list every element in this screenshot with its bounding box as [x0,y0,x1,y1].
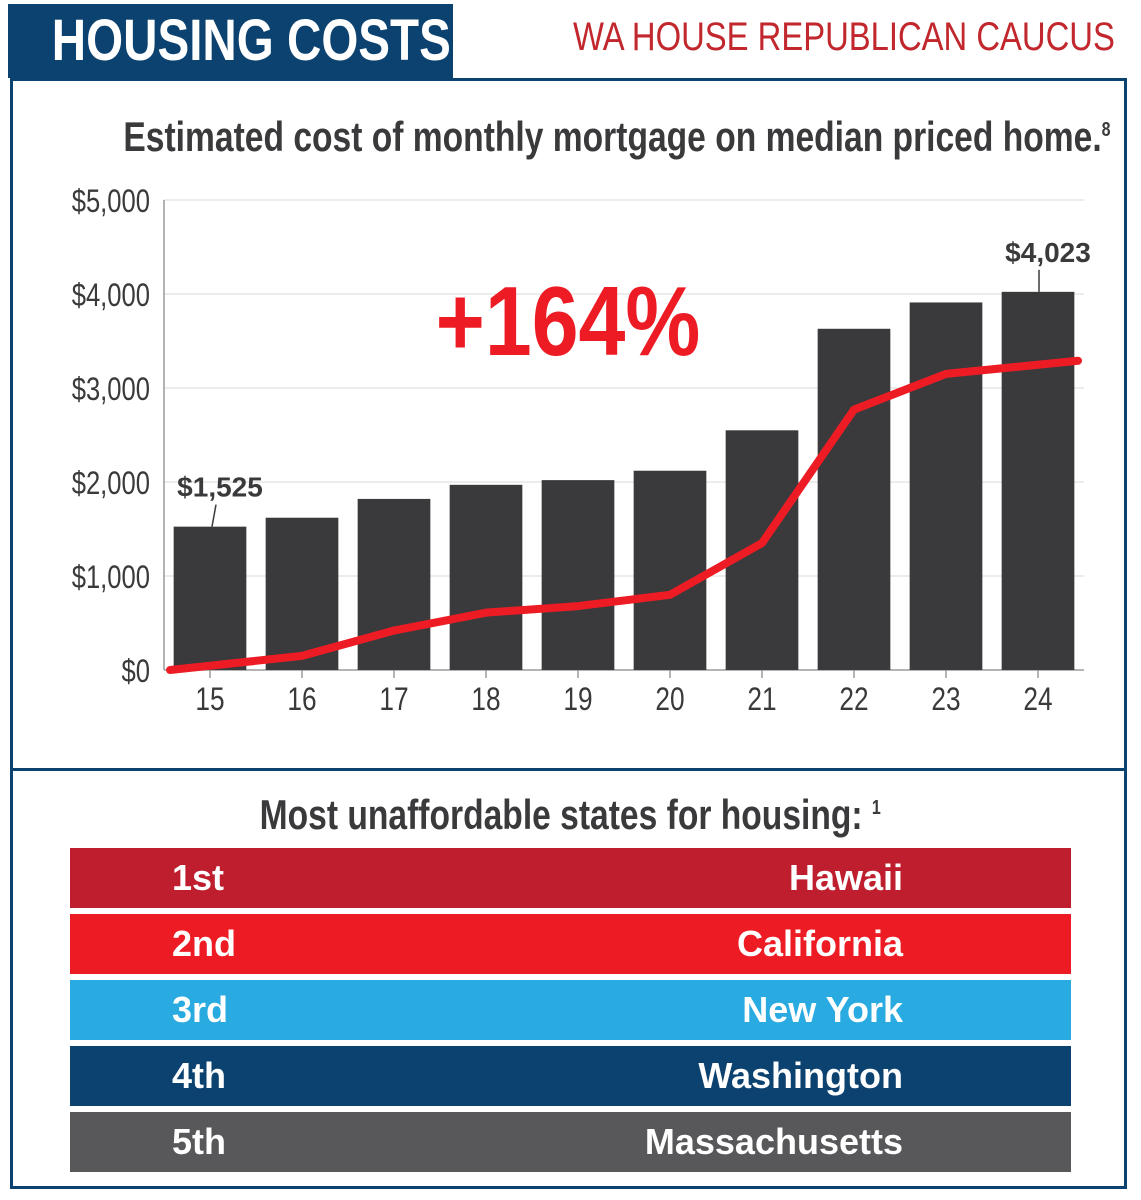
state-rank-row: 1st Hawaii [70,848,1071,908]
bar [541,480,615,670]
bar [725,430,799,670]
x-axis-ticks: 15 16 17 18 19 20 21 22 23 24 [195,670,1053,718]
bar [633,470,707,670]
chart-title-footnote: 8 [1101,119,1111,141]
x-tick-label: 15 [195,683,224,718]
rank-label: 2nd [172,923,237,964]
bar [357,498,431,670]
y-tick-label: $2,000 [72,466,150,501]
state-rank-row: 4th Washington [70,1046,1071,1106]
x-tick-label: 22 [839,683,868,718]
trend-line [166,356,1082,674]
data-label: $1,525 [177,472,263,503]
y-tick-label: $4,000 [72,278,150,313]
bar [909,302,983,670]
bar [173,526,247,670]
y-tick-label: $5,000 [72,184,150,219]
state-name: Hawaii [788,857,903,898]
chart-title-text: Estimated cost of monthly mortgage on me… [123,113,1102,160]
x-tick-label: 17 [379,683,408,718]
data-label: $4,023 [1005,237,1091,268]
data-labels: $1,525 $4,023 [177,237,1091,527]
x-tick-label: 20 [655,683,684,718]
state-rank-row: 2nd California [70,914,1071,974]
x-tick-label: 18 [471,683,500,718]
bar [1001,291,1075,670]
rank-label: 3rd [172,989,229,1030]
organization-name: WA HOUSE REPUBLICAN CAUCUS [573,15,1115,59]
bar [449,484,523,670]
trend-line-group [166,356,1082,674]
states-title-footnote: 1 [872,797,882,819]
y-tick-label: $0 [122,654,150,689]
state-rank-row: 5th Massachusetts [70,1112,1071,1172]
state-name: Washington [698,1055,903,1096]
x-tick-label: 16 [287,683,316,718]
page-title: HOUSING COSTS [51,8,451,73]
percent-change-annotation: +164% [436,267,701,376]
state-rank-row: 3rd New York [70,980,1071,1040]
bars [173,291,1075,670]
page-title-badge: HOUSING COSTS [8,4,453,78]
rank-label: 1st [172,857,225,898]
chart-title: Estimated cost of monthly mortgage on me… [0,100,1141,160]
x-tick-label: 23 [931,683,960,718]
data-label-leader [211,504,217,527]
states-title: Most unaffordable states for housing: 1 [0,780,1141,838]
bar [817,328,891,670]
bar [265,517,339,670]
mortgage-cost-chart: $0$1,000$2,000$3,000$4,000$5,000 15 16 17 1… [72,184,1091,718]
states-title-text: Most unaffordable states for housing: [259,791,863,838]
y-tick-label: $1,000 [72,560,150,595]
y-axis-ticks: $0 $1,000 $2,000 $3,000 $4,000 $5,000 [72,184,150,689]
content-frame [10,78,1127,1189]
state-name: California [736,923,903,964]
x-tick-label: 24 [1023,683,1052,718]
x-tick-label: 19 [563,683,592,718]
x-tick-label: 21 [747,683,776,718]
state-name: New York [742,989,903,1030]
rank-label: 5th [172,1121,226,1162]
state-name: Massachusetts [644,1121,903,1162]
section-divider [10,768,1127,771]
rank-label: 4th [172,1055,226,1096]
y-tick-label: $3,000 [72,372,150,407]
